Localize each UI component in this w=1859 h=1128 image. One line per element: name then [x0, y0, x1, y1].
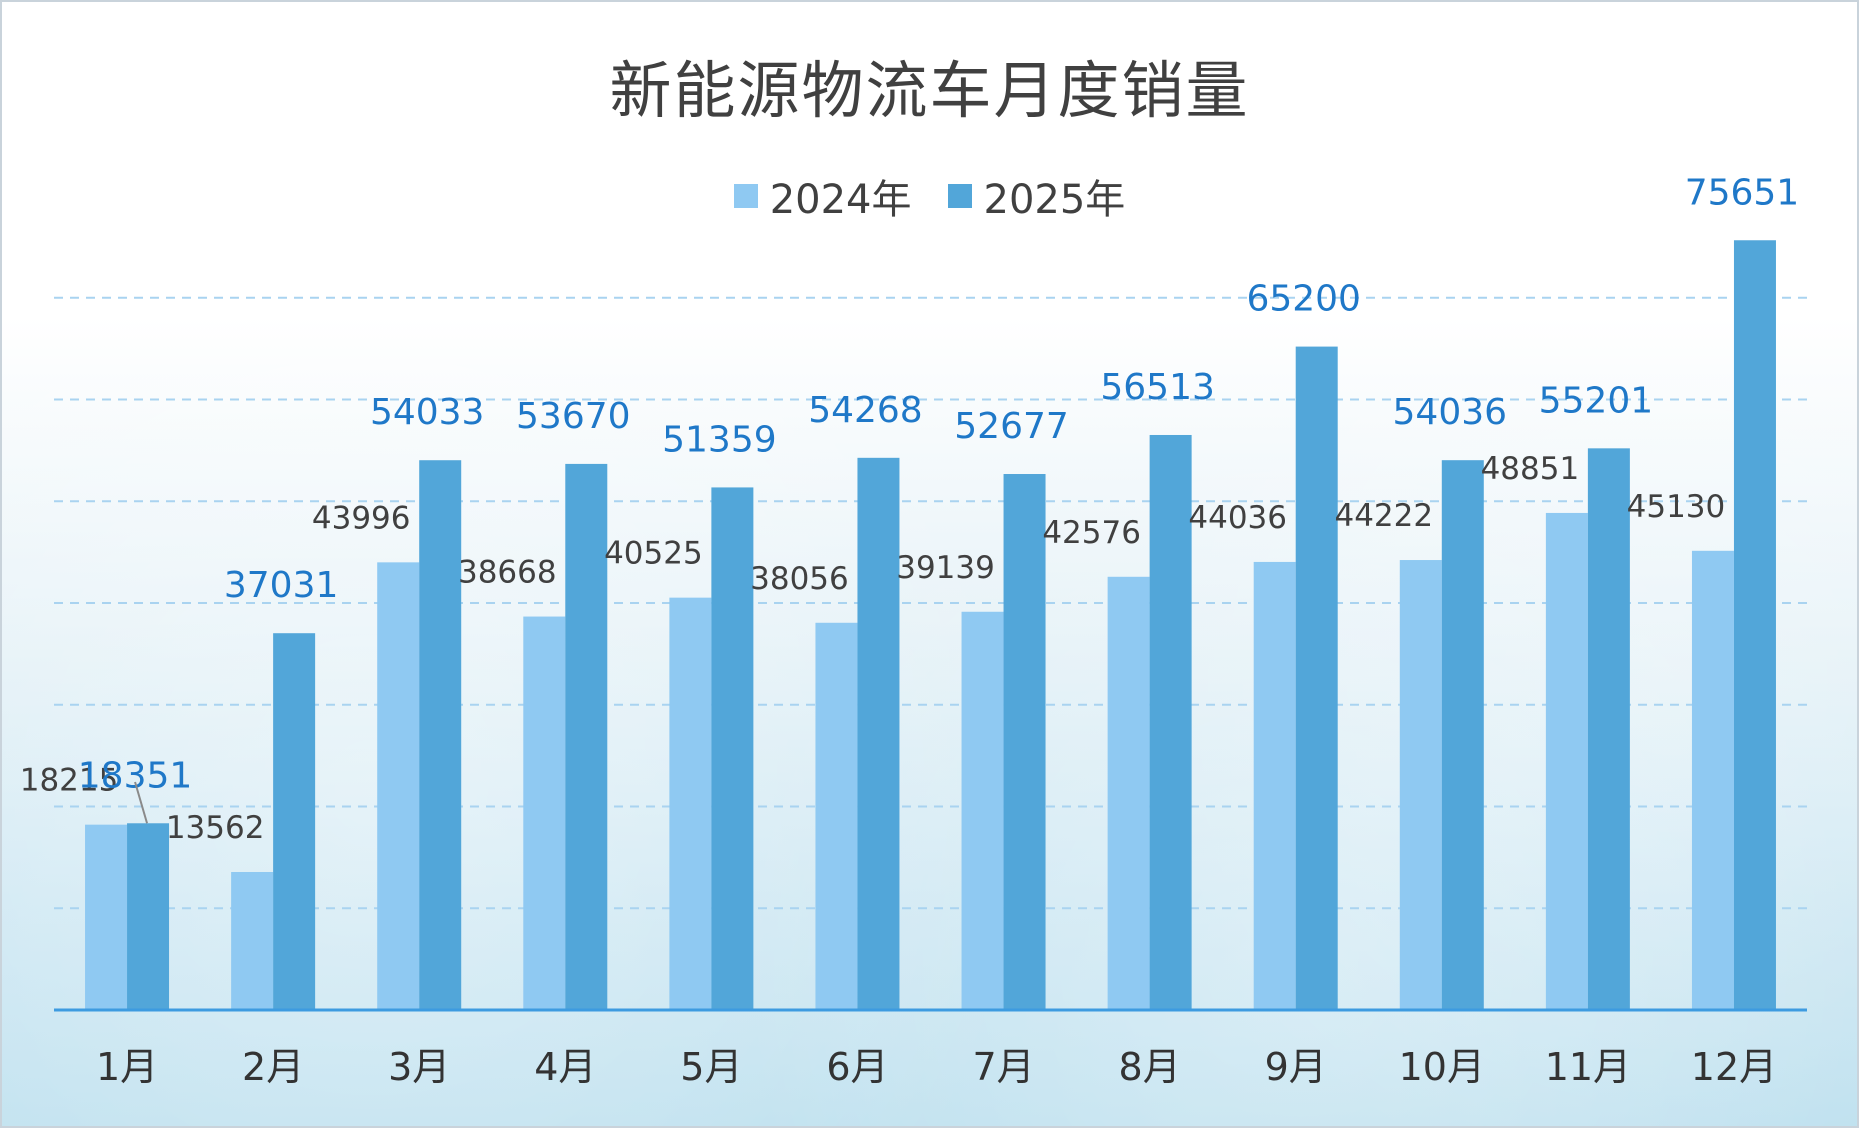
data-label-2025年-11月: 55201 [1539, 380, 1654, 421]
x-tick-label-2月: 2月 [242, 1045, 304, 1089]
bar-2024年-1月[interactable] [85, 824, 128, 1010]
bar-2024年-4月[interactable] [523, 616, 566, 1010]
bar-2025年-7月[interactable] [1003, 474, 1046, 1010]
legend-label-2025: 2025年 [983, 177, 1126, 223]
data-label-2024年-12月: 45130 [1627, 489, 1726, 525]
bar-2024年-10月[interactable] [1399, 560, 1442, 1010]
bar-2024年-8月[interactable] [1107, 576, 1150, 1010]
data-label-2025年-7月: 52677 [954, 406, 1069, 447]
legend: 2024年 2025年 [2, 167, 1857, 225]
bar-2024年-12月[interactable] [1691, 550, 1734, 1010]
legend-item-2024[interactable]: 2024年 [733, 167, 912, 225]
x-tick-label-10月: 10月 [1399, 1045, 1485, 1089]
legend-swatch-2025 [947, 184, 972, 208]
legend-item-2025[interactable]: 2025年 [947, 167, 1126, 225]
data-label-2024年-11月: 48851 [1481, 451, 1580, 487]
bar-2024年-11月[interactable] [1545, 512, 1588, 1010]
data-label-2024年-4月: 38668 [458, 555, 557, 591]
x-tick-label-6月: 6月 [826, 1045, 888, 1089]
data-label-2025年-8月: 56513 [1100, 367, 1215, 408]
data-label-2024年-8月: 42576 [1042, 515, 1141, 551]
data-label-2025年-1月: 18351 [78, 755, 193, 796]
label-leader-line [134, 781, 149, 824]
x-tick-label-3月: 3月 [388, 1045, 450, 1089]
x-tick-label-7月: 7月 [972, 1045, 1034, 1089]
bar-2024年-9月[interactable] [1253, 561, 1296, 1010]
bar-2024年-2月[interactable] [231, 872, 274, 1010]
legend-label-2024: 2024年 [769, 177, 912, 223]
bar-2025年-6月[interactable] [857, 457, 900, 1010]
x-tick-label-4月: 4月 [534, 1045, 596, 1089]
legend-swatch-2024 [733, 184, 758, 208]
bar-2025年-5月[interactable] [711, 487, 754, 1010]
x-tick-label-9月: 9月 [1265, 1045, 1327, 1089]
data-label-2024年-2月: 13562 [166, 810, 265, 846]
bar-2025年-12月[interactable] [1733, 240, 1776, 1010]
bar-2025年-1月[interactable] [127, 823, 170, 1010]
bar-2024年-6月[interactable] [815, 622, 858, 1010]
bar-2025年-8月[interactable] [1149, 434, 1192, 1010]
data-label-2025年-2月: 37031 [224, 565, 339, 606]
bar-2025年-3月[interactable] [419, 460, 462, 1010]
data-label-2025年-3月: 54033 [370, 392, 485, 433]
x-tick-label-8月: 8月 [1119, 1045, 1181, 1089]
data-label-2025年-10月: 54036 [1393, 392, 1508, 433]
data-label-2024年-1月: 18215 [20, 763, 119, 799]
data-label-2024年-10月: 44222 [1334, 498, 1433, 534]
x-tick-label-12月: 12月 [1691, 1045, 1777, 1089]
chart-title: 新能源物流车月度销量 [609, 54, 1250, 127]
data-label-2025年-9月: 65200 [1246, 279, 1361, 320]
x-axis: 1月 2月 3月 4月 5月 6月 7月 8月 9月 10月 11月 12月 [54, 1008, 1807, 1089]
data-label-2024年-5月: 40525 [604, 536, 703, 572]
x-tick-label-5月: 5月 [680, 1045, 742, 1089]
x-tick-label-1月: 1月 [96, 1045, 158, 1089]
bar-2025年-11月[interactable] [1587, 448, 1630, 1010]
gridlines [54, 296, 1807, 910]
bar-2025年-4月[interactable] [565, 463, 608, 1011]
data-label-2025年-5月: 51359 [662, 419, 777, 460]
bars [85, 240, 1776, 1011]
data-label-2024年-9月: 44036 [1188, 500, 1287, 536]
data-label-2025年-4月: 53670 [516, 396, 631, 437]
bar-2024年-3月[interactable] [377, 562, 420, 1010]
bar-2025年-10月[interactable] [1441, 460, 1484, 1010]
x-tick-label-11月: 11月 [1545, 1045, 1631, 1089]
data-label-2024年-3月: 43996 [312, 500, 411, 536]
bar-2025年-2月[interactable] [273, 633, 316, 1010]
data-label-2024年-7月: 39139 [896, 550, 995, 586]
bar-2025年-9月[interactable] [1295, 346, 1338, 1011]
bar-2024年-5月[interactable] [669, 597, 712, 1010]
data-label-2025年-12月: 75651 [1685, 172, 1800, 213]
data-label-2025年-6月: 54268 [808, 390, 923, 431]
data-label-2024年-6月: 38056 [750, 561, 849, 597]
bar-2024年-7月[interactable] [961, 611, 1004, 1010]
